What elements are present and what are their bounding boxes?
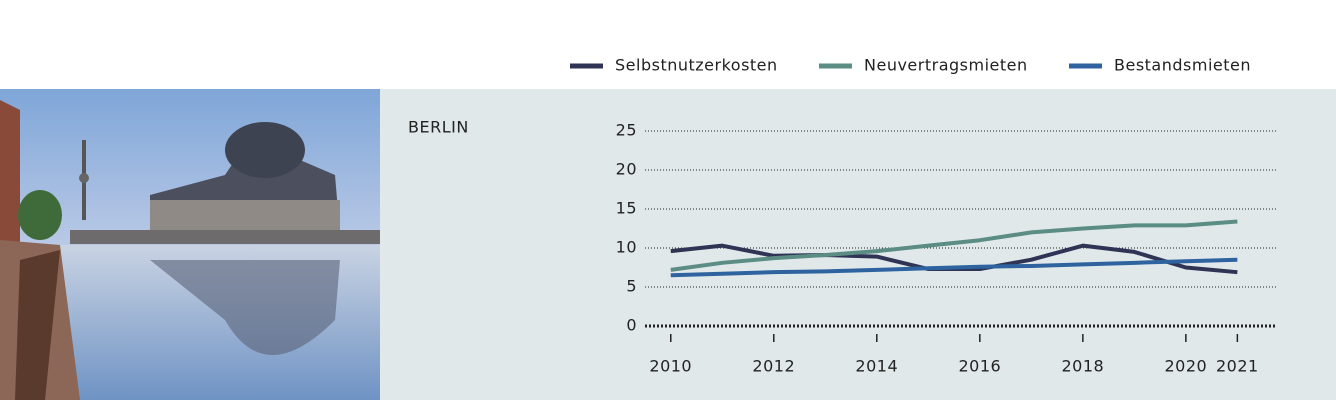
series-line	[670, 257, 1238, 278]
y-tick-label: 20	[616, 160, 637, 179]
chart-panel	[380, 89, 1336, 400]
x-tick-label: 2020	[1164, 357, 1207, 376]
y-tick-label: 25	[616, 121, 637, 140]
legend-label: Neuvertragsmieten	[864, 56, 1028, 75]
x-tick-label: 2018	[1061, 357, 1104, 376]
x-tick-label: 2010	[649, 357, 692, 376]
chart-title: BERLIN	[408, 118, 469, 137]
y-tick-label: 10	[616, 238, 637, 257]
x-tick-label: 2016	[958, 357, 1001, 376]
x-tick-label: 2014	[855, 357, 898, 376]
x-tick-label: 2021	[1216, 357, 1259, 376]
legend-label: Bestandsmieten	[1114, 56, 1251, 75]
y-tick-label: 15	[616, 199, 637, 218]
series-line	[670, 219, 1238, 272]
legend-label: Selbstnutzerkosten	[615, 56, 778, 75]
photo	[0, 89, 380, 400]
x-tick-label: 2012	[752, 357, 795, 376]
y-tick-label: 0	[626, 316, 637, 335]
y-tick-label: 5	[626, 277, 637, 296]
